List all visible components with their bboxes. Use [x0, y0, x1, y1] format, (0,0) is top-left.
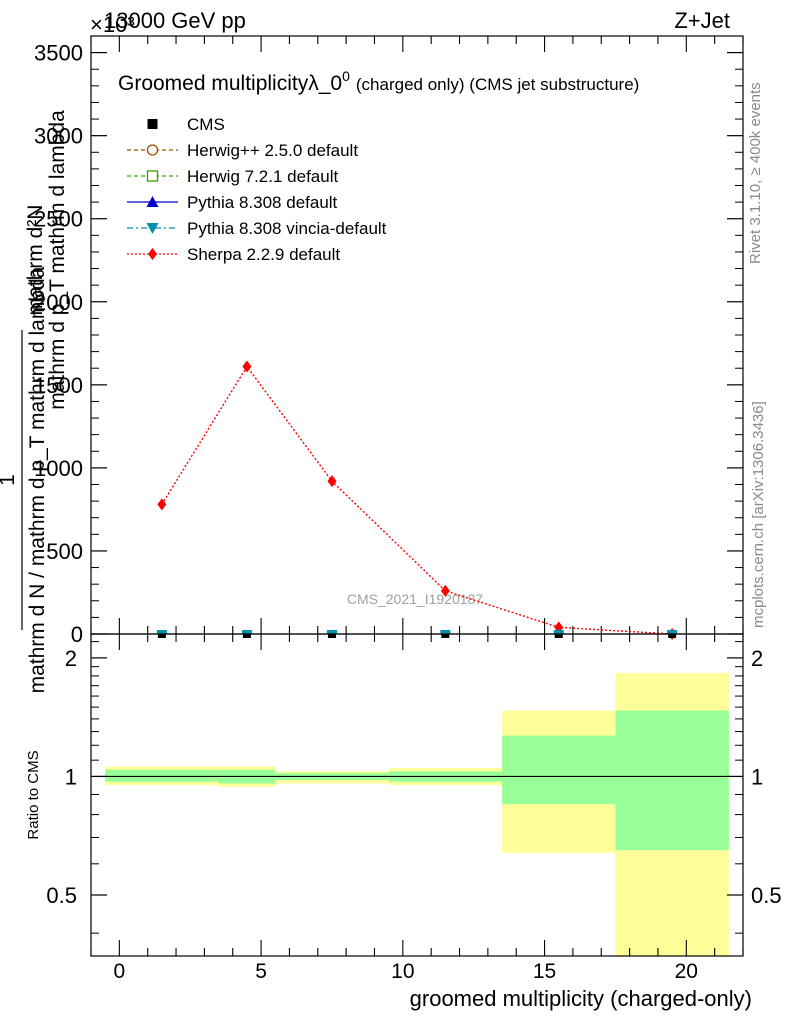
pythia-vincia-point	[326, 630, 337, 634]
legend-label: Sherpa 2.2.9 default	[187, 245, 340, 264]
ratio-band-inner	[615, 710, 729, 851]
ratio-band-inner	[105, 769, 219, 782]
header-exponent: ×10³	[90, 12, 135, 37]
legend: CMS Herwig++ 2.5.0 default Herwig 7.2.1 de…	[127, 115, 387, 264]
main-ytick-label: 0	[71, 622, 83, 647]
main-ytick-label: 3000	[34, 124, 83, 149]
legend-marker-vincia	[146, 223, 159, 234]
legend-label: Herwig++ 2.5.0 default	[187, 141, 358, 160]
ratio-panel: 0.5 0.5 1 1 2 2 0 5 10 15 20 Ratio to CMS groomed…	[25, 633, 782, 1011]
legend-label: Herwig 7.2.1 default	[187, 167, 338, 186]
ratio-xtick-label: 0	[114, 960, 126, 983]
header-process: Z+Jet	[674, 8, 730, 33]
ratio-xtick-label: 10	[391, 960, 414, 983]
ratio-xtick-label: 20	[675, 960, 698, 983]
main-ytick-labels: 0 500 1000 1500 2000 2500 3000 3500	[34, 41, 83, 647]
main-ytick-label: 500	[46, 539, 83, 564]
pythia-vincia-point	[440, 630, 451, 634]
ratio-ytick-label-right: 1	[751, 764, 763, 789]
pythia-vincia-point	[667, 630, 678, 634]
ratio-ytick-label: 1	[65, 764, 77, 789]
chart-title-sup: 0	[342, 68, 350, 84]
legend-label: Pythia 8.308 vincia-default	[187, 219, 387, 238]
ylabel-right-denominator: mathrm d p_T mathrm d lambda	[46, 110, 69, 410]
ratio-xlabel: groomed multiplicity (charged-only)	[410, 986, 752, 1011]
ratio-frame	[90, 633, 744, 957]
ratio-ytick-label-right: 2	[751, 646, 763, 671]
ratio-bands	[105, 673, 729, 956]
chart-title-main: Groomed multiplicityλ_0	[118, 72, 342, 95]
main-ylabel: mathrm d²N mathrm d p_T mathrm d lambda	[24, 110, 69, 410]
header-energy: 13000 GeV pp	[104, 8, 246, 33]
ratio-ytick-label: 0.5	[46, 883, 77, 908]
sherpa-point	[242, 360, 252, 373]
main-ylabel-frac: 1 mathrm d N / mathrm d p_T mathrm d lam…	[0, 266, 49, 693]
ratio-ytick-label: 2	[65, 646, 77, 671]
sherpa-point	[157, 498, 167, 511]
pythia-vincia-point	[241, 630, 252, 634]
legend-label: CMS	[187, 115, 225, 134]
legend-marker-herwigpp	[146, 144, 159, 156]
ratio-xtick-label: 15	[533, 960, 556, 983]
sherpa-line	[161, 365, 673, 635]
main-ytick-label: 1500	[34, 373, 83, 398]
ratio-ytick-labels: 0.5 0.5 1 1 2 2	[46, 646, 781, 908]
main-panel: 0 500 1000 1500 2000 2500 3000 3500 CMS_2021_I1…	[34, 35, 744, 647]
ratio-ticks	[90, 634, 744, 956]
legend-marker-pythia	[146, 196, 159, 207]
main-ytick-label: 3500	[34, 41, 83, 66]
watermark: CMS_2021_I1920187	[347, 591, 483, 607]
rivet-label: Rivet 3.1.10, ≥ 400k events	[747, 82, 764, 264]
legend-marker-sherpa	[148, 248, 157, 260]
main-ytick-label: 2000	[34, 290, 83, 315]
legend-marker-herwig7	[146, 170, 159, 182]
ylabel-denominator: mathrm d N / mathrm d p_T mathrm d lambd…	[26, 266, 49, 693]
chart-title: Groomed multiplicityλ_00 (charged only) (…	[118, 68, 639, 95]
ratio-ylabel: Ratio to CMS	[25, 750, 42, 839]
mcplots-label: mcplots.cern.ch [arXiv:1306.3436]	[750, 401, 767, 628]
sherpa-point	[440, 584, 450, 597]
pythia-vincia-point	[553, 630, 564, 634]
main-ytick-label: 2500	[34, 207, 83, 232]
sherpa-point	[327, 475, 337, 488]
ratio-xtick-label: 5	[255, 960, 267, 983]
ylabel-numerator: 1	[0, 474, 19, 486]
chart-title-rest: (charged only) (CMS jet substructure)	[356, 75, 639, 94]
ratio-xtick-labels: 0 5 10 15 20	[114, 960, 698, 983]
main-ytick-label: 1000	[34, 456, 83, 481]
legend-marker-cms	[147, 119, 158, 129]
ratio-band-inner	[502, 735, 616, 805]
ratio-ytick-label-right: 0.5	[751, 883, 782, 908]
pythia-vincia-point	[156, 630, 167, 634]
ylabel-right-numerator: mathrm d²N	[24, 205, 47, 316]
legend-label: Pythia 8.308 default	[187, 193, 338, 212]
